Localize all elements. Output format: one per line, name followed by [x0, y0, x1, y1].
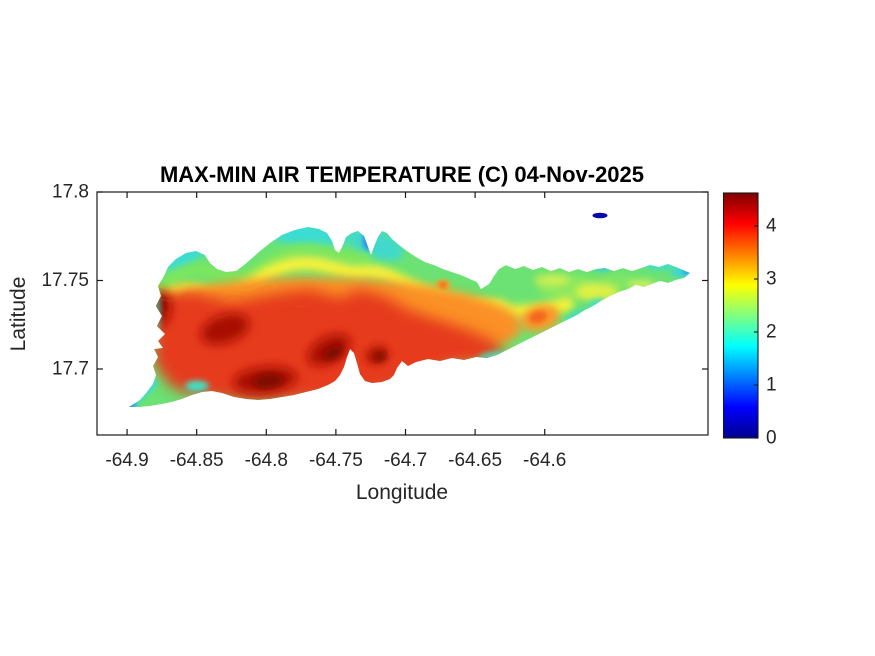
- temp-region-north-green-band: [154, 243, 372, 297]
- colorbar-tick-label: 4: [766, 216, 777, 237]
- temp-region-darkest-mid: [323, 345, 343, 361]
- temp-region-tail-yellow-3: [534, 274, 570, 286]
- plot-frame: [96, 191, 709, 436]
- island-clipped-group: [129, 227, 690, 407]
- temp-region-tail-tip-blue: [682, 269, 690, 275]
- temp-region-tail-south-cyan-2: [586, 298, 604, 310]
- temp-region-darkest-east: [374, 352, 386, 362]
- x-axis-label: Longitude: [356, 481, 448, 504]
- colorbar-frame: [722, 192, 759, 439]
- x-tick-label: -64.65: [448, 450, 502, 471]
- temp-region-contour-ripple-2: [162, 307, 318, 321]
- temp-region-tail-yellow: [575, 283, 619, 301]
- colorbar-tick-label: 1: [766, 375, 777, 396]
- temp-region-east-orange-core: [529, 310, 547, 324]
- temp-region-tail-north-blue-dash: [594, 265, 612, 271]
- colorbar: 0 1 2 3 4: [722, 192, 777, 449]
- temp-region-maroon-center-west: [200, 313, 250, 345]
- colorbar-tick-label: 2: [766, 322, 777, 343]
- y-tick-label: 17.8: [52, 182, 89, 203]
- x-tick-label: -64.85: [170, 450, 224, 471]
- axis-ticks: -64.9 -64.85 -64.8 -64.75 -64.7 -64.65 -64.6 17…: [41, 182, 708, 471]
- y-axis-label: Latitude: [7, 277, 30, 352]
- temp-region-west-coast-fringe: [153, 290, 161, 334]
- y-tick-label: 17.75: [41, 270, 89, 291]
- temp-region-sw-coast-cyan-patch: [185, 380, 209, 392]
- colorbar-tick-label: 0: [766, 428, 777, 449]
- temp-region-contour-ripple-3: [156, 280, 278, 291]
- temp-region-darkest-south: [253, 373, 283, 389]
- plot-title: MAX-MIN AIR TEMPERATURE (C) 04-Nov-2025: [160, 162, 644, 187]
- temp-region-tail-north-cyan: [645, 260, 675, 270]
- x-tick-label: -64.6: [523, 450, 566, 471]
- temp-region-contour-ripple-1: [156, 293, 312, 307]
- colorbar-gradient: [723, 193, 758, 438]
- x-tick-label: -64.8: [245, 450, 288, 471]
- x-tick-label: -64.75: [309, 450, 363, 471]
- x-tick-label: -64.9: [105, 450, 148, 471]
- temp-region-tail-yellow-2: [628, 280, 656, 290]
- offshore-cay: [592, 212, 608, 219]
- y-tick-label: 17.7: [52, 358, 89, 379]
- axes-frame: [96, 191, 709, 436]
- temp-region-inlet-blue-v: [363, 230, 373, 250]
- colorbar-tick-label: 3: [766, 269, 777, 290]
- island-map: [129, 212, 690, 407]
- temp-region-small-orange-core: [440, 282, 446, 288]
- x-tick-label: -64.7: [384, 450, 427, 471]
